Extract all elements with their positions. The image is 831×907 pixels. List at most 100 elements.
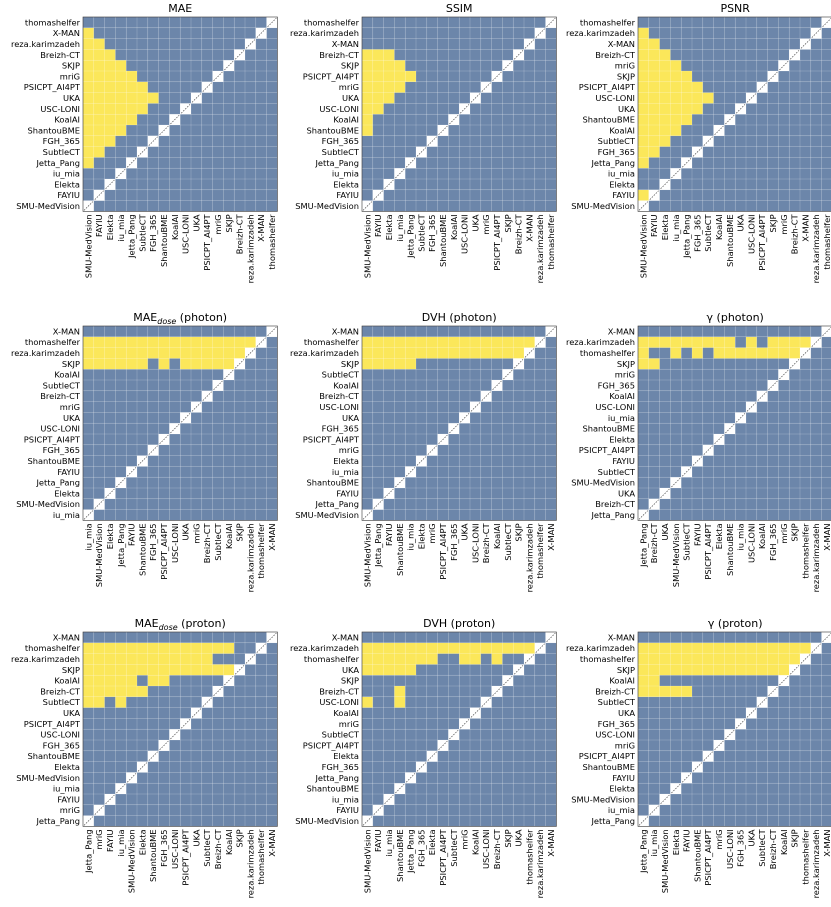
cell-worse <box>767 60 779 71</box>
cell-worse <box>223 686 235 697</box>
diagonal-mark <box>492 71 502 82</box>
cell-worse <box>448 27 460 39</box>
cell-worse <box>459 466 470 478</box>
diagonal-mark <box>427 445 437 455</box>
cell-better <box>147 675 159 686</box>
cell-better <box>735 642 746 654</box>
cell-worse <box>789 146 800 158</box>
panel-title: SSIM <box>446 2 473 15</box>
cell-worse <box>448 750 460 762</box>
cell-worse <box>191 815 202 827</box>
cell-worse <box>191 804 202 816</box>
cell-worse <box>394 380 406 391</box>
cell-worse <box>692 423 703 434</box>
y-tick-label: ShantouBME <box>582 115 635 125</box>
cell-worse <box>83 761 94 773</box>
x-tick-label: iu_mia <box>116 829 126 856</box>
cell-worse <box>724 71 736 82</box>
cell-worse <box>470 664 481 676</box>
cell-worse <box>137 17 148 28</box>
y-tick-label: Jetta_Pang <box>35 158 80 168</box>
diagonal-mark <box>170 423 180 434</box>
cell-worse <box>426 794 438 805</box>
cell-worse <box>810 347 822 359</box>
cell-worse <box>115 750 127 762</box>
cell-worse <box>234 653 245 665</box>
cell-worse <box>513 168 524 179</box>
cell-worse <box>245 189 256 201</box>
cell-worse <box>126 434 137 445</box>
cell-worse <box>681 189 692 201</box>
diagonal-cell <box>821 632 831 643</box>
cell-worse <box>702 675 714 686</box>
diagonal-mark <box>405 773 416 783</box>
cell-worse <box>169 390 181 402</box>
cell-worse <box>426 509 438 521</box>
cell-worse <box>789 632 800 643</box>
cell-worse <box>524 794 535 805</box>
cell-worse <box>491 815 503 827</box>
y-tick-label: PSICPT_AI4PT <box>579 445 636 455</box>
cell-worse <box>383 498 395 510</box>
cell-worse <box>692 189 703 201</box>
cell-worse <box>735 179 746 190</box>
cell-worse <box>191 369 202 380</box>
cell-worse <box>104 423 116 434</box>
cell-worse <box>180 92 191 104</box>
y-tick-label: X-MAN <box>332 326 359 336</box>
cell-worse <box>201 477 213 488</box>
cell-worse <box>147 423 159 434</box>
cell-better <box>746 653 757 665</box>
cell-worse <box>416 509 427 521</box>
cell-worse <box>372 783 384 794</box>
cell-better <box>201 336 213 348</box>
cell-worse <box>223 794 235 805</box>
cell-worse <box>126 412 137 424</box>
cell-better <box>126 81 137 93</box>
y-tick-label: Jetta_Pang <box>35 478 80 488</box>
cell-worse <box>394 466 406 478</box>
cell-better <box>702 664 714 676</box>
cell-worse <box>255 92 267 104</box>
cell-worse <box>513 696 524 708</box>
cell-worse <box>513 750 524 762</box>
cell-worse <box>735 477 746 488</box>
cell-worse <box>724 401 736 413</box>
cell-worse <box>502 168 514 179</box>
cell-worse <box>659 707 671 719</box>
cell-worse <box>534 686 546 697</box>
cell-worse <box>789 380 800 391</box>
cell-worse <box>524 488 535 499</box>
cell-worse <box>724 815 736 827</box>
cell-worse <box>158 326 170 337</box>
x-tick-label: ShantouBME <box>395 523 405 576</box>
cell-worse <box>534 815 546 827</box>
cell-better <box>126 675 137 686</box>
cell-better <box>713 642 725 654</box>
cell-worse <box>480 664 492 676</box>
diagonal-mark <box>384 488 394 499</box>
cell-worse <box>158 179 170 190</box>
cell-worse <box>648 729 660 740</box>
diagonal-mark <box>180 719 191 729</box>
y-tick-label: Jetta_Pang <box>314 499 359 509</box>
cell-worse <box>93 412 105 424</box>
x-tick-label: Jetta_Pang <box>127 214 137 259</box>
cell-worse <box>416 81 427 93</box>
cell-worse <box>756 189 768 201</box>
cell-worse <box>713 390 725 402</box>
cell-worse <box>767 783 779 794</box>
cell-better <box>93 135 105 147</box>
x-tick-label: thomashelfer <box>546 214 556 270</box>
cell-worse <box>234 434 245 445</box>
cell-better <box>383 347 395 359</box>
cell-worse <box>115 444 127 456</box>
cell-worse <box>191 49 202 61</box>
y-tick-label: USC-LONI <box>319 697 359 707</box>
cell-worse <box>459 326 470 337</box>
cell-better <box>670 125 682 136</box>
cell-better <box>670 71 682 82</box>
cell-worse <box>502 772 514 784</box>
x-tick-label: Breizh-CT <box>213 828 223 869</box>
cell-worse <box>115 380 127 391</box>
